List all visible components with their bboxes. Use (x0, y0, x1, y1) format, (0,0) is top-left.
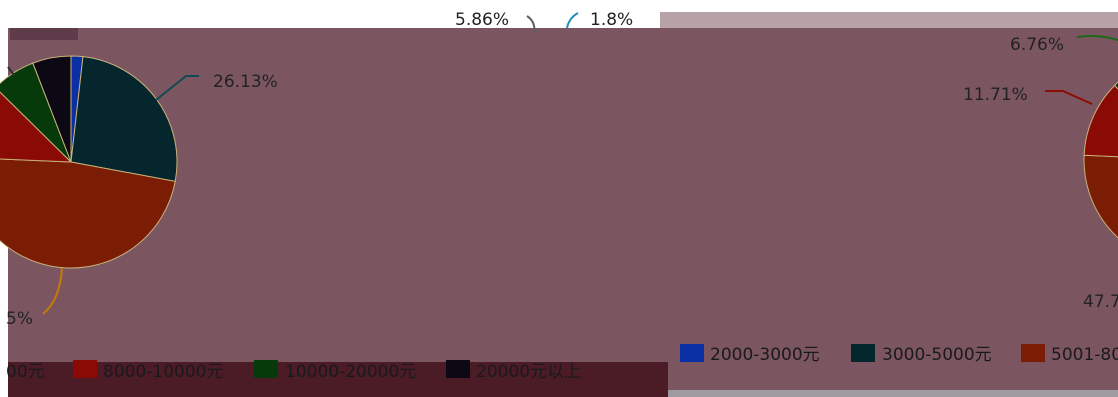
bottom-band (8, 362, 668, 397)
leader-line-5-86 (526, 15, 536, 34)
leader-line-bottom-left (42, 267, 63, 315)
legend-left-swatch-2 (254, 360, 278, 378)
legend-right-label-2: 5001-80 (1051, 345, 1118, 365)
leader-line-26-13 (155, 75, 199, 101)
left-pie-slice-5 (32, 55, 72, 163)
leader-line-1-8 (566, 12, 579, 29)
legend-left-label-3: 20000元以上 (476, 362, 581, 382)
legend-right-swatch-0 (680, 344, 704, 362)
legend-right-label-1: 3000-5000元 (882, 345, 992, 365)
data-label-cropped-left: 5% (6, 309, 33, 329)
data-label-1-8: 1.8% (590, 10, 633, 30)
bottom-right-band (668, 362, 1118, 390)
legend-right-swatch-2 (1021, 344, 1045, 362)
top-left-glitch (10, 28, 78, 40)
legend-right: 2000-3000元 3000-5000元 5001-80 (680, 344, 1118, 365)
legend-left-label-2: 10000-20000元 (285, 362, 416, 382)
data-label-6-76: 6.76% (1010, 35, 1064, 55)
right-pie-chart (1083, 81, 1118, 239)
legend-left-swatch-1 (73, 360, 97, 378)
right-panel-lower (668, 28, 1118, 363)
legend-right-swatch-1 (851, 344, 875, 362)
data-label-26-13: 26.13% (213, 72, 278, 92)
right-pie-slice-3 (1083, 84, 1118, 158)
left-pie-slice-2 (0, 158, 176, 269)
leader-line-6-76 (1076, 35, 1118, 41)
bottom-right-gray (668, 390, 1118, 397)
legend-left-swatch-3 (446, 360, 470, 378)
legend-left-label-0: 00元 (6, 362, 45, 382)
legend-left-label-1: 8000-10000元 (103, 362, 223, 382)
legend-right-label-0: 2000-3000元 (710, 345, 820, 365)
data-label-5-86: 5.86% (455, 10, 509, 30)
top-stripe (660, 12, 1118, 28)
left-pie-chart (0, 55, 178, 269)
leader-line-11-71 (1045, 90, 1093, 105)
leader-line-top-left (7, 66, 15, 76)
right-pie-slice-2 (1083, 154, 1118, 239)
data-label-cropped-right: 47.7 (1083, 292, 1118, 312)
right-pie-slice-4 (1113, 81, 1118, 90)
data-label-11-71: 11.71% (963, 85, 1028, 105)
legend-left: 00元 8000-10000元 10000-20000元 20000元以上 (6, 360, 581, 382)
